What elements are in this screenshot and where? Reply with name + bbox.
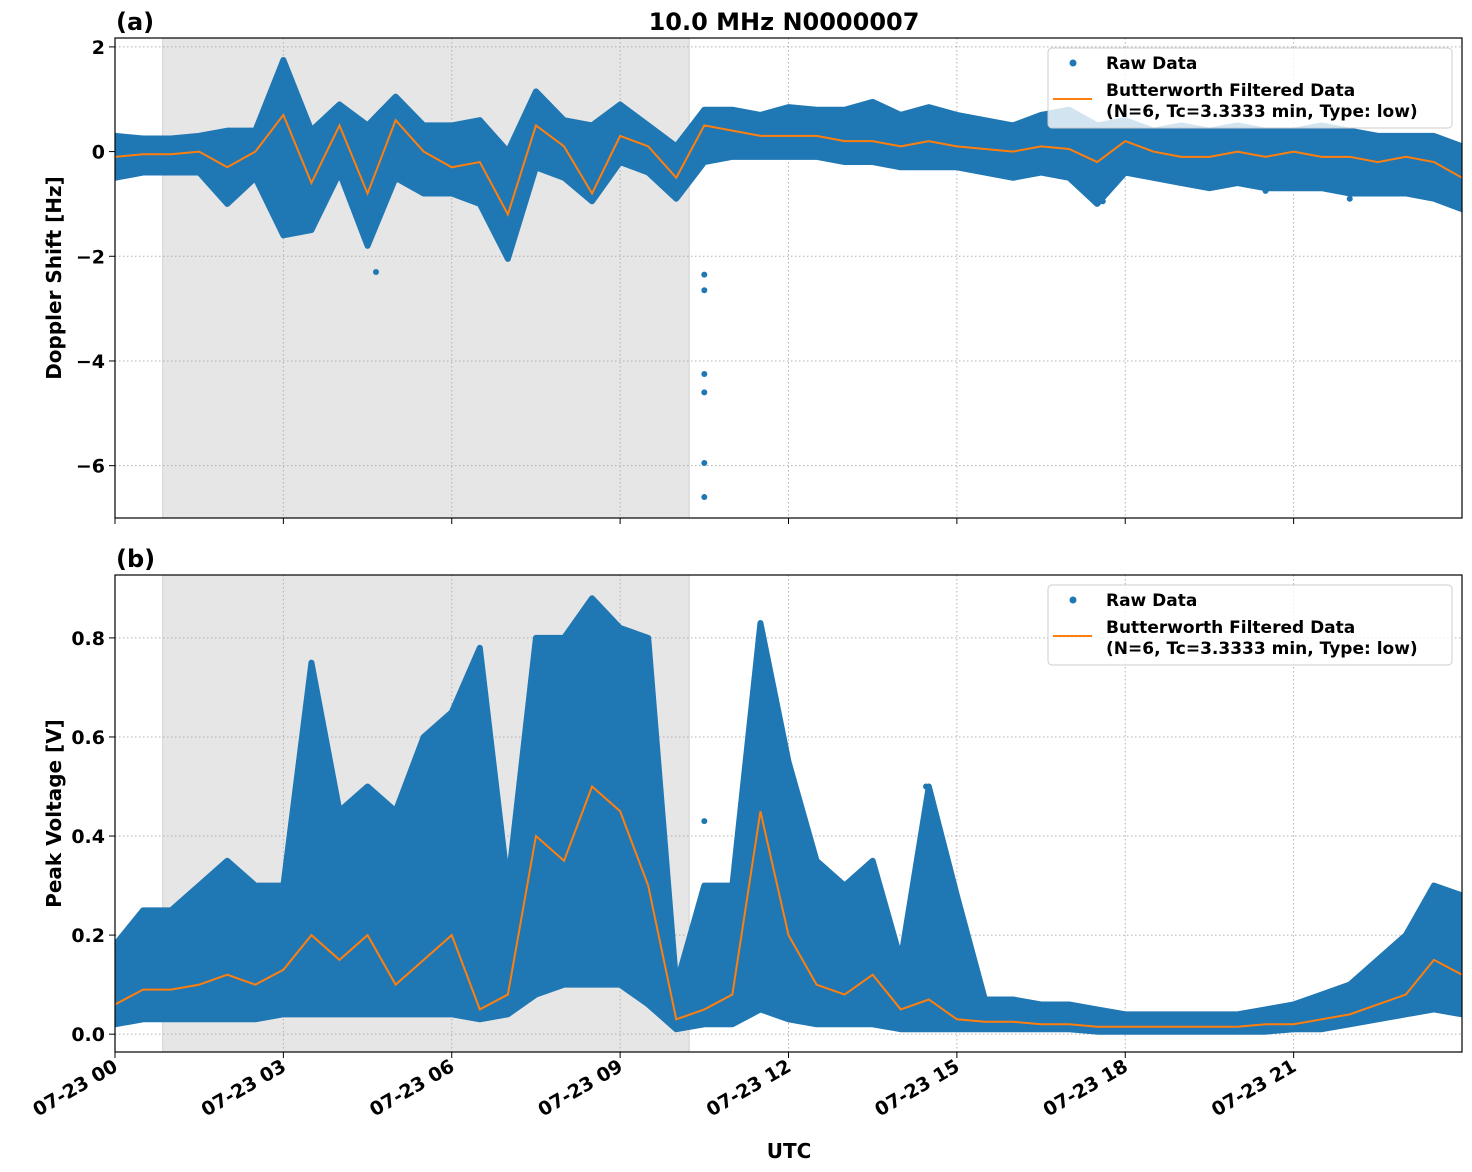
y-tick-label: 0.4 — [71, 826, 105, 848]
x-tick-label: 07-23 21 — [1208, 1055, 1300, 1121]
legend-raw-marker — [1069, 59, 1077, 67]
raw-data-point — [372, 268, 379, 275]
raw-data-point — [1346, 195, 1353, 202]
filtered-data-line — [115, 784, 1462, 1028]
filtered-data-line — [115, 112, 1462, 217]
legend-filtered-params: (N=6, Tc=3.3333 min, Type: low) — [1106, 102, 1418, 122]
raw-data-point — [283, 882, 290, 889]
x-tick-label: 07-23 06 — [366, 1055, 458, 1121]
y-tick-label: −6 — [76, 456, 105, 478]
raw-data-band — [115, 56, 1462, 262]
y-tick-label: 0.8 — [71, 628, 105, 650]
raw-data-point — [1262, 187, 1269, 194]
raw-data-point — [1099, 198, 1106, 205]
panel-label: (a) — [116, 8, 154, 36]
raw-data-point — [701, 287, 708, 294]
raw-data-point — [923, 783, 930, 790]
plot-area — [115, 595, 1462, 1035]
y-axis-label: Doppler Shift [Hz] — [42, 176, 66, 380]
legend-box — [1047, 584, 1453, 666]
x-tick-label: 07-23 15 — [871, 1055, 963, 1121]
plot-area — [115, 56, 1462, 501]
panel-label: (b) — [116, 545, 155, 573]
legend-raw-label: Raw Data — [1106, 591, 1197, 611]
raw-data-point — [701, 494, 708, 501]
legend-box — [1047, 47, 1453, 129]
y-tick-label: 0.2 — [71, 925, 105, 947]
x-tick-label: 07-23 12 — [703, 1055, 795, 1121]
x-axis-label: UTC — [767, 1139, 812, 1163]
raw-data-point — [701, 389, 708, 396]
legend-filtered-params: (N=6, Tc=3.3333 min, Type: low) — [1106, 639, 1418, 659]
y-tick-label: 0.0 — [71, 1024, 105, 1046]
raw-data-point — [701, 371, 708, 378]
y-axis-label: Peak Voltage [V] — [42, 719, 66, 908]
raw-data-point — [701, 271, 708, 278]
raw-data-point — [701, 460, 708, 467]
legend: Raw Data Butterworth Filtered Data(N=6, T… — [1047, 584, 1453, 666]
chart-title: 10.0 MHz N0000007 — [649, 8, 920, 36]
legend-filtered-label: Butterworth Filtered Data — [1106, 81, 1355, 101]
y-tick-label: −4 — [76, 351, 105, 373]
x-tick-label: 07-23 18 — [1039, 1055, 1131, 1121]
y-tick-label: −2 — [76, 246, 105, 268]
x-tick-label: 07-23 00 — [29, 1055, 121, 1121]
panel-voltage: 0.0 0.2 0.4 0.6 0.8 07-23 00 07-23 03 07-23 06 0… — [29, 545, 1463, 1121]
legend-filtered-label: Butterworth Filtered Data — [1106, 618, 1355, 638]
raw-data-point — [701, 818, 708, 825]
legend: Raw Data Butterworth Filtered Data(N=6, T… — [1047, 47, 1453, 129]
x-tick-label: 07-23 09 — [534, 1055, 626, 1121]
x-tick-label: 07-23 03 — [198, 1055, 290, 1121]
y-tick-label: 0 — [92, 142, 105, 164]
panel-doppler: 2 0 −2 −4 −6 Doppler Shift [Hz] (a) Raw Data But… — [42, 8, 1463, 524]
legend-raw-marker — [1069, 596, 1077, 604]
y-tick-label: 0.6 — [71, 727, 105, 749]
y-tick-label: 2 — [92, 37, 105, 59]
raw-data-band — [115, 595, 1462, 1035]
legend-raw-label: Raw Data — [1106, 54, 1197, 74]
